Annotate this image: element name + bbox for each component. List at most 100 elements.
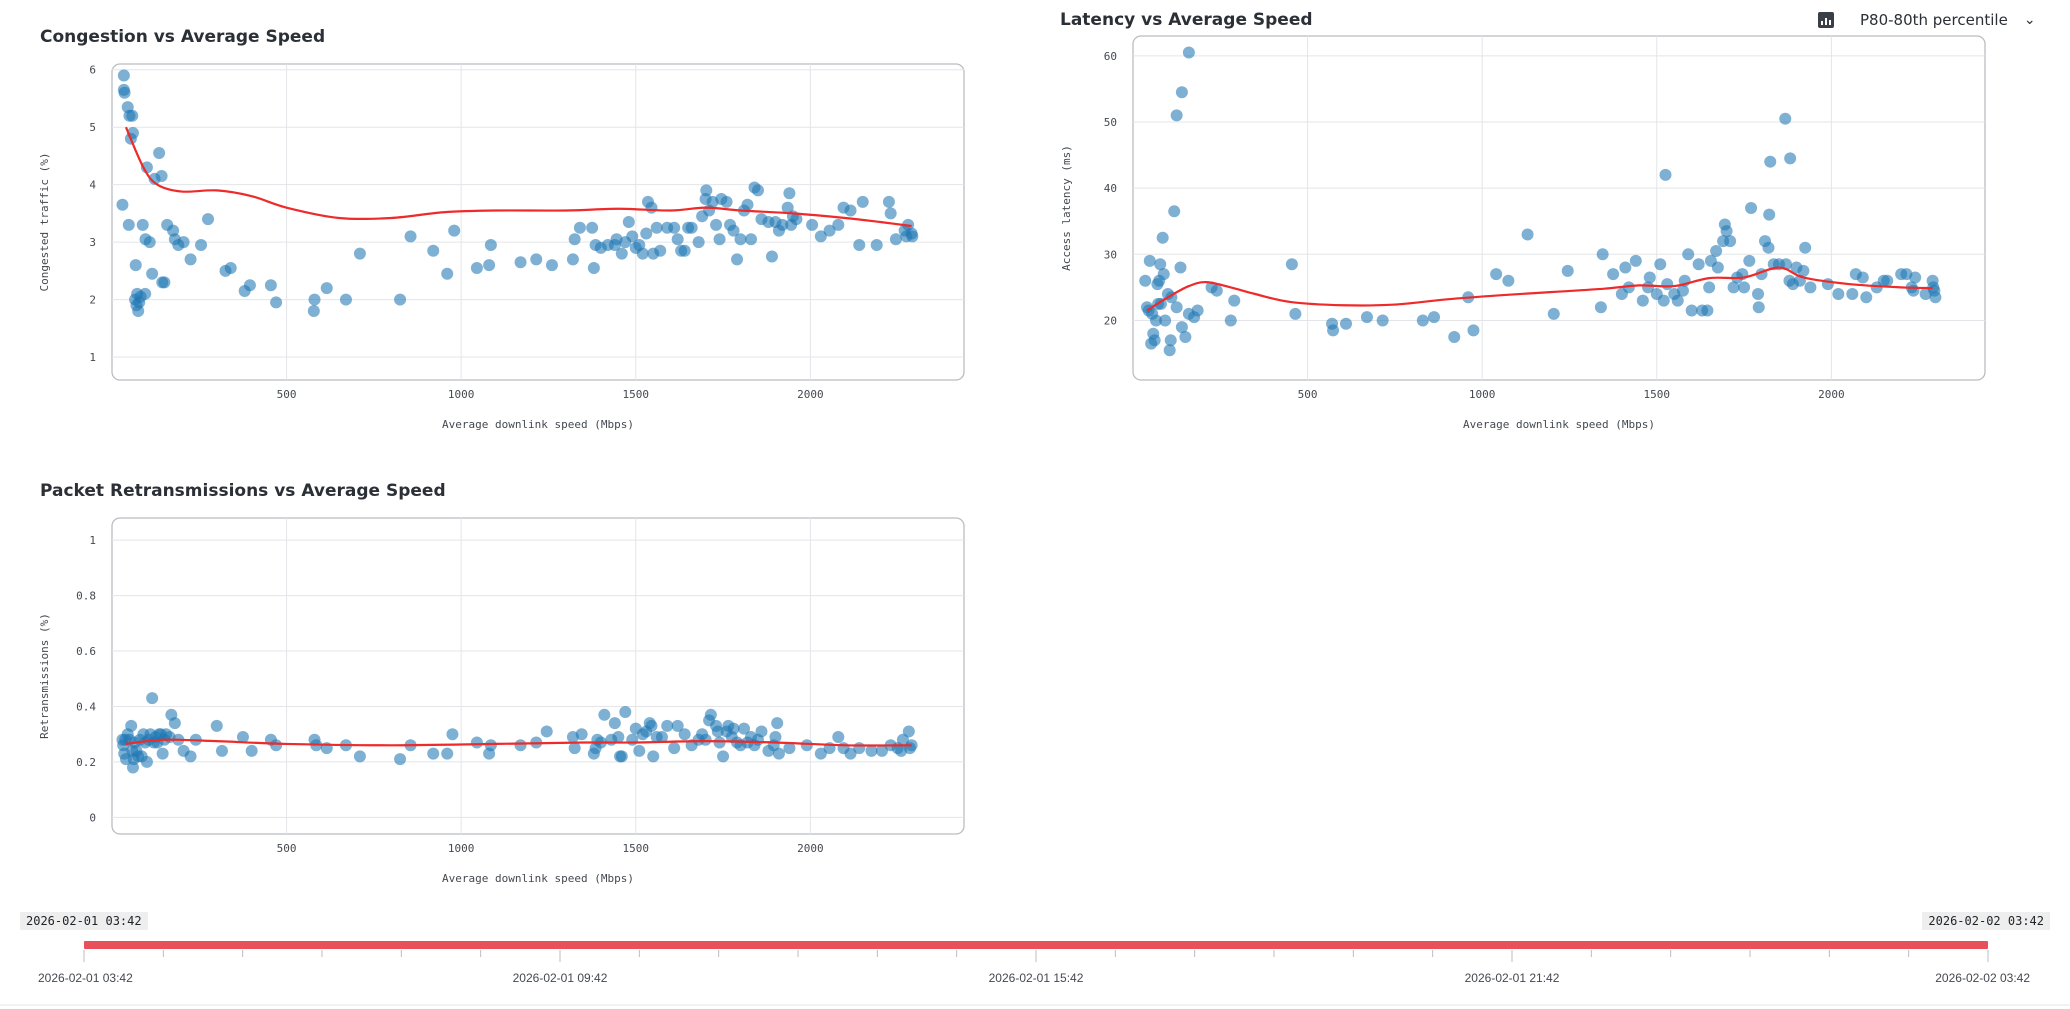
data-point — [1629, 254, 1642, 267]
data-point — [1846, 288, 1859, 300]
data-point — [136, 218, 149, 231]
data-point — [1779, 112, 1792, 125]
data-point — [1659, 168, 1672, 181]
data-point — [615, 247, 628, 260]
data-point — [1720, 225, 1733, 238]
y-tick-label: 50 — [1104, 116, 1117, 129]
data-point — [1881, 274, 1894, 287]
data-point — [129, 259, 142, 272]
data-point — [765, 250, 778, 263]
data-point — [353, 247, 366, 260]
data-point — [587, 261, 600, 274]
data-point — [540, 725, 553, 738]
trend-line — [1146, 266, 1933, 312]
data-point — [640, 227, 653, 240]
data-point — [427, 747, 440, 760]
y-tick-label: 30 — [1104, 248, 1117, 261]
y-tick-label: 2 — [89, 294, 96, 307]
data-point — [661, 719, 674, 732]
data-point — [738, 722, 751, 735]
data-point — [1596, 248, 1609, 261]
data-point — [1224, 314, 1237, 327]
data-point — [125, 719, 138, 732]
data-point — [783, 187, 796, 200]
data-point — [814, 230, 827, 243]
data-point — [1148, 334, 1161, 347]
data-point — [1594, 301, 1607, 314]
data-point — [586, 221, 599, 234]
percentile-selector[interactable]: P80-80th percentile ⌄ — [1818, 8, 2036, 32]
data-point — [1701, 304, 1714, 317]
data-point — [731, 253, 744, 266]
data-point — [692, 236, 705, 249]
data-point — [1636, 294, 1649, 307]
timeline-axis: 2026-02-01 03:42 2026-02-01 09:42 2026-02-… — [0, 950, 2070, 1006]
data-point — [210, 719, 223, 732]
data-point — [755, 725, 768, 738]
data-point — [530, 253, 543, 266]
x-axis-title: Average downlink speed (Mbps) — [442, 418, 634, 431]
data-point — [1490, 268, 1503, 281]
data-point — [1745, 202, 1758, 214]
data-point — [545, 259, 558, 272]
data-point — [168, 717, 181, 730]
data-point — [678, 244, 691, 257]
data-point — [270, 296, 283, 309]
data-point — [202, 213, 215, 226]
timeline-start-label: 2026-02-01 03:42 — [20, 912, 148, 930]
chevron-down-icon: ⌄ — [2023, 12, 2036, 28]
data-point — [1502, 274, 1515, 287]
timeline-range-bar[interactable] — [84, 941, 1988, 949]
data-point — [1727, 281, 1740, 294]
data-point — [1170, 301, 1183, 314]
data-point — [153, 147, 166, 160]
data-point — [884, 207, 897, 220]
data-point — [320, 282, 333, 295]
data-point — [713, 233, 726, 246]
data-point — [806, 218, 819, 231]
y-tick-label: 0 — [89, 811, 96, 824]
timeline-end-label: 2026-02-02 03:42 — [1922, 912, 2050, 930]
data-point — [844, 204, 857, 217]
data-point — [727, 224, 740, 237]
data-point — [514, 739, 527, 752]
y-axis-title: Retransmissions (%) — [38, 613, 51, 739]
data-point — [264, 279, 277, 292]
data-point — [875, 744, 888, 757]
data-point — [1340, 317, 1352, 330]
timeline-tick-label: 2026-02-01 15:42 — [989, 971, 1084, 985]
data-point — [156, 276, 169, 289]
data-point — [1416, 314, 1429, 327]
data-point — [1191, 304, 1204, 317]
data-point — [1661, 278, 1674, 291]
trend-line — [125, 738, 912, 747]
data-point — [1799, 241, 1812, 254]
data-point — [622, 216, 635, 228]
data-point — [566, 253, 579, 266]
data-point — [1622, 281, 1635, 294]
percentile-selector-label: P80-80th percentile — [1860, 11, 2008, 29]
data-point — [844, 747, 857, 760]
chart-congestion: 1 2 3 4 5 6 500 1000 1500 2000 Average downlink sp… — [38, 63, 965, 431]
data-point — [155, 170, 168, 183]
data-point — [195, 238, 208, 251]
data-point — [1762, 241, 1775, 254]
bar-chart-icon — [1818, 12, 1834, 28]
data-point — [308, 293, 321, 306]
data-point — [470, 261, 483, 274]
data-point — [156, 747, 169, 760]
y-tick-label: 20 — [1104, 314, 1117, 327]
data-point — [870, 238, 883, 251]
data-point — [1285, 258, 1298, 271]
data-point — [668, 221, 681, 234]
y-tick-label: 5 — [89, 121, 96, 134]
y-axis-title: Congested traffic (%) — [38, 152, 51, 291]
data-point — [1832, 288, 1845, 300]
x-axis-title: Average downlink speed (Mbps) — [1463, 418, 1655, 431]
data-point — [1703, 281, 1716, 294]
x-tick-label: 1500 — [1644, 388, 1671, 401]
data-point — [1692, 258, 1705, 271]
data-point — [783, 742, 796, 755]
x-tick-label: 1500 — [623, 842, 650, 855]
data-point — [1856, 271, 1869, 284]
